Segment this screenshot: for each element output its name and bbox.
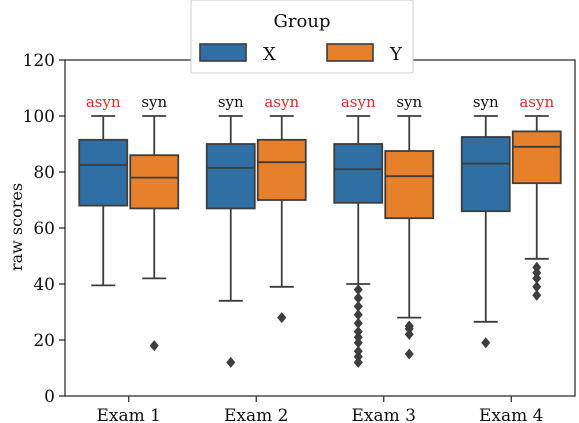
outlier-point [353,309,363,321]
annotation-label: asyn [86,93,121,111]
x-tick-label: Exam 2 [224,406,288,423]
x-tick-label: Exam 4 [479,406,543,423]
box-body [511,130,562,185]
y-axis-label: raw scores [7,183,26,271]
y-tick-label: 20 [33,331,55,351]
box-y-4 [511,115,562,301]
annotation-label: asyn [341,93,376,111]
legend-swatch-y [326,43,374,62]
y-tick-label: 80 [33,163,55,183]
outlier-point [532,281,542,293]
x-tick-label: Exam 1 [97,406,161,423]
box-y-2 [256,115,307,324]
box-body [256,138,307,201]
outlier-point [353,331,363,343]
annotation-label: asyn [519,93,554,111]
box-y-1 [129,115,180,352]
outlier-point [353,292,363,304]
box-x-1 [78,115,129,287]
box-body [78,138,129,207]
outlier-point [226,356,236,368]
box-body [460,136,511,213]
y-tick-label: 40 [33,275,55,295]
outlier-point [353,356,363,368]
box-body [384,150,435,220]
annotation-label: syn [473,93,499,111]
legend: Group X Y [190,0,414,74]
outlier-point [532,272,542,284]
outlier-point [404,328,414,340]
box-body [129,154,180,210]
box-y-3 [384,115,435,360]
outlier-point [532,267,542,279]
box-body [333,143,384,204]
y-tick-label: 60 [33,219,55,239]
y-tick-label: 0 [44,387,55,407]
box-x-3 [333,115,384,368]
outlier-point [481,337,491,349]
outlier-point [353,326,363,338]
outlier-point [353,284,363,296]
legend-label-x: X [263,44,276,65]
box-x-2 [205,115,256,368]
outlier-point [149,340,159,352]
annotation-label: syn [396,93,422,111]
outlier-point [277,312,287,324]
box-body [205,143,256,210]
outlier-point [404,348,414,360]
annotation-label: syn [141,93,167,111]
plot-area: 0 20 40 60 80 100 120 Exam 1 Exam 2 Exam 3 Exam 4 a… [23,51,576,423]
legend-title: Group [274,11,331,32]
outlier-point [532,261,542,273]
annotation-label: asyn [264,93,299,111]
outlier-point [353,300,363,312]
legend-swatch-x [199,43,247,62]
outlier-point [353,317,363,329]
y-tick-label: 120 [23,51,55,71]
outlier-point [532,289,542,301]
annotation-label: syn [218,93,244,111]
outlier-point [353,345,363,357]
box-x-4 [460,115,511,349]
x-tick-label: Exam 3 [352,406,416,423]
outlier-point [404,320,414,332]
outlier-point [353,337,363,349]
legend-label-y: Y [389,44,403,65]
outlier-point [353,351,363,363]
y-tick-label: 100 [23,107,55,127]
